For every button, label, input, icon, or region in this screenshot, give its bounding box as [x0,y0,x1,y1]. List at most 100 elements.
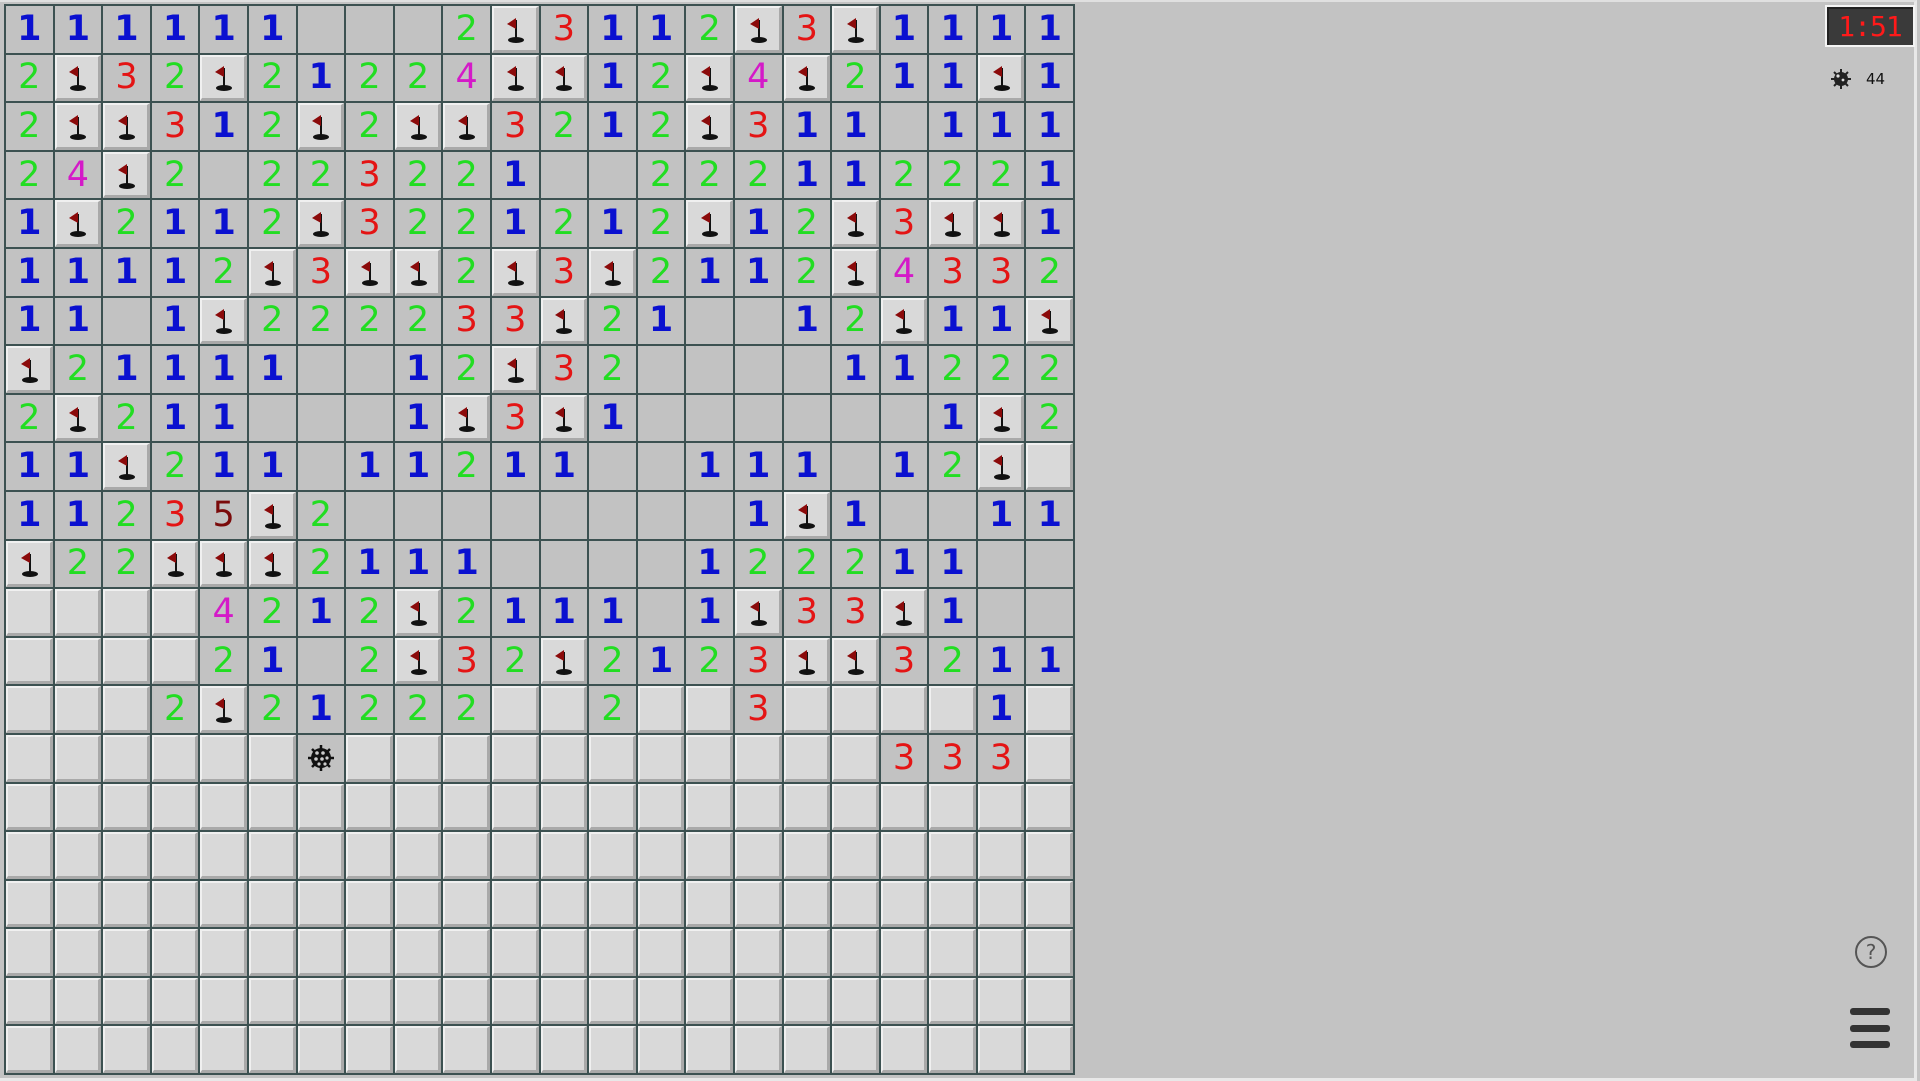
cell-number[interactable]: 3 [346,151,393,199]
cell-unrevealed[interactable] [248,783,296,831]
cell-number[interactable]: 1 [686,248,733,296]
cell-number[interactable]: 1 [54,443,102,490]
cell-empty[interactable] [637,491,685,539]
cell-unrevealed[interactable] [589,734,636,782]
cell-flagged[interactable] [103,443,150,490]
cell-unrevealed[interactable] [734,977,782,1025]
cell-unrevealed[interactable] [589,880,636,928]
cell-unrevealed[interactable] [248,832,296,879]
cell-unrevealed[interactable] [491,783,539,831]
cell-unrevealed[interactable] [637,977,685,1025]
cell-number[interactable]: 2 [248,103,296,150]
cell-unrevealed[interactable] [151,929,199,976]
cell-unrevealed[interactable] [589,783,636,831]
cell-unrevealed[interactable] [686,783,733,831]
cell-unrevealed[interactable] [832,929,879,976]
cell-number[interactable]: 1 [1026,54,1074,102]
cell-number[interactable]: 2 [394,151,442,199]
cell-number[interactable]: 2 [686,151,733,199]
cell-number[interactable]: 3 [491,394,539,442]
cell-number[interactable]: 1 [54,297,102,345]
cell-unrevealed[interactable] [977,832,1025,879]
cell-number[interactable]: 3 [540,6,588,53]
cell-number[interactable]: 1 [929,540,976,588]
cell-number[interactable]: 1 [977,6,1025,53]
cell-flagged[interactable] [540,394,588,442]
cell-unrevealed[interactable] [783,783,831,831]
cell-empty[interactable] [297,6,345,53]
cell-empty[interactable] [880,394,928,442]
cell-number[interactable]: 2 [297,151,345,199]
cell-unrevealed[interactable] [346,783,393,831]
cell-number[interactable]: 1 [637,297,685,345]
cell-number[interactable]: 1 [103,346,150,393]
cell-number[interactable]: 1 [151,6,199,53]
cell-number[interactable]: 1 [491,443,539,490]
cell-flagged[interactable] [540,297,588,345]
cell-number[interactable]: 3 [734,686,782,733]
cell-flagged[interactable] [394,248,442,296]
cell-number[interactable]: 2 [929,346,976,393]
cell-unrevealed[interactable] [1026,734,1074,782]
cell-flagged[interactable] [783,54,831,102]
cell-empty[interactable] [686,491,733,539]
cell-number[interactable]: 2 [443,686,490,733]
cell-unrevealed[interactable] [637,686,685,733]
cell-number[interactable]: 2 [346,297,393,345]
cell-unrevealed[interactable] [637,832,685,879]
cell-number[interactable]: 1 [880,54,928,102]
cell-number[interactable]: 2 [929,151,976,199]
cell-number[interactable]: 2 [540,200,588,247]
cell-number[interactable]: 1 [977,491,1025,539]
cell-unrevealed[interactable] [151,832,199,879]
cell-number[interactable]: 2 [832,297,879,345]
cell-number[interactable]: 1 [783,103,831,150]
cell-flagged[interactable] [6,540,53,588]
cell-unrevealed[interactable] [929,686,976,733]
cell-empty[interactable] [686,394,733,442]
cell-number[interactable]: 2 [1026,248,1074,296]
cell-number[interactable]: 1 [6,491,53,539]
cell-unrevealed[interactable] [589,929,636,976]
cell-number[interactable]: 1 [248,346,296,393]
cell-number[interactable]: 1 [783,297,831,345]
cell-unrevealed[interactable] [977,1026,1025,1074]
cell-empty[interactable] [1026,540,1074,588]
cell-flagged[interactable] [297,200,345,247]
cell-unrevealed[interactable] [248,929,296,976]
cell-number[interactable]: 2 [297,540,345,588]
cell-unrevealed[interactable] [929,832,976,879]
cell-flagged[interactable] [248,540,296,588]
cell-flagged[interactable] [394,637,442,685]
cell-number[interactable]: 2 [394,200,442,247]
cell-unrevealed[interactable] [151,734,199,782]
cell-unrevealed[interactable] [151,783,199,831]
cell-unrevealed[interactable] [589,832,636,879]
cell-number[interactable]: 1 [589,103,636,150]
cell-flagged[interactable] [491,346,539,393]
cell-number[interactable]: 1 [200,394,247,442]
cell-number[interactable]: 2 [248,589,296,636]
cell-unrevealed[interactable] [103,977,150,1025]
cell-unrevealed[interactable] [346,832,393,879]
cell-unrevealed[interactable] [686,832,733,879]
cell-unrevealed[interactable] [880,880,928,928]
cell-unrevealed[interactable] [248,977,296,1025]
cell-empty[interactable] [297,443,345,490]
cell-unrevealed[interactable] [394,832,442,879]
cell-unrevealed[interactable] [394,929,442,976]
cell-unrevealed[interactable] [6,832,53,879]
cell-number[interactable]: 1 [832,151,879,199]
cell-number[interactable]: 1 [103,248,150,296]
cell-empty[interactable] [394,6,442,53]
cell-flagged[interactable] [6,346,53,393]
cell-unrevealed[interactable] [346,977,393,1025]
cell-number[interactable]: 1 [1026,637,1074,685]
cell-number[interactable]: 2 [103,540,150,588]
cell-number[interactable]: 1 [589,6,636,53]
cell-number[interactable]: 2 [151,151,199,199]
cell-number[interactable]: 1 [929,103,976,150]
cell-number[interactable]: 1 [394,443,442,490]
cell-number[interactable]: 5 [200,491,247,539]
cell-unrevealed[interactable] [394,977,442,1025]
